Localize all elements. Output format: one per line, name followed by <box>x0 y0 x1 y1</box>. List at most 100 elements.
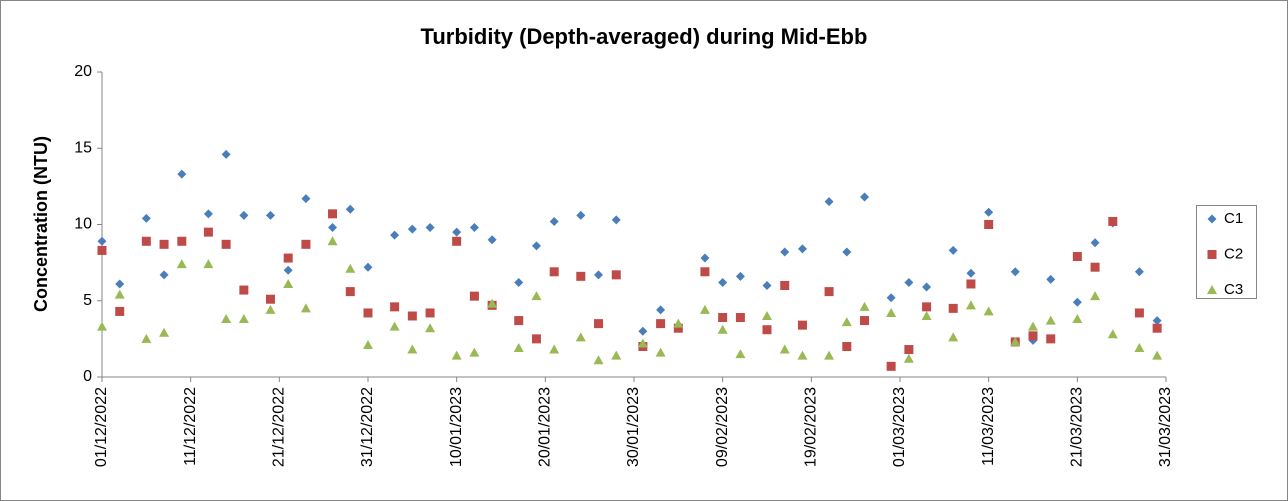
point <box>1152 350 1163 360</box>
point <box>797 244 807 254</box>
point <box>762 311 772 320</box>
point <box>514 316 524 326</box>
point <box>655 347 666 357</box>
point <box>363 308 373 318</box>
point <box>762 325 772 335</box>
point <box>1072 314 1083 324</box>
chart-title: Turbidity (Depth-averaged) during Mid-Eb… <box>421 24 868 49</box>
point <box>363 262 373 272</box>
point <box>203 227 213 237</box>
point <box>283 278 294 288</box>
point <box>593 355 604 365</box>
point <box>265 210 275 220</box>
legend-marker <box>1207 250 1217 259</box>
point <box>922 282 932 292</box>
point <box>948 245 958 255</box>
point <box>531 334 541 344</box>
point <box>824 350 835 360</box>
point <box>221 314 232 324</box>
point <box>718 277 728 287</box>
point <box>1028 331 1038 341</box>
point <box>717 324 728 334</box>
point <box>487 298 498 308</box>
point <box>177 236 187 246</box>
point <box>265 304 276 314</box>
point <box>611 215 621 225</box>
point <box>841 317 852 327</box>
point <box>921 311 932 320</box>
point <box>452 236 462 246</box>
point <box>221 149 231 159</box>
point <box>1107 329 1118 339</box>
point <box>407 311 417 321</box>
point <box>327 236 338 246</box>
point <box>638 326 648 336</box>
legend-label: C1 <box>1224 210 1243 227</box>
x-tick-label: 21/03/2023 <box>1069 387 1086 467</box>
point <box>780 281 790 290</box>
legend <box>1196 205 1257 299</box>
point <box>673 318 684 328</box>
legend-label: C3 <box>1224 281 1243 298</box>
point <box>594 319 604 329</box>
x-tick-label: 20/01/2023 <box>537 387 554 467</box>
point <box>159 270 169 280</box>
point <box>1134 308 1144 318</box>
point <box>469 347 480 357</box>
x-tick-label: 10/01/2023 <box>448 387 465 467</box>
point <box>948 332 959 342</box>
point <box>141 236 151 246</box>
point <box>1108 216 1118 226</box>
point <box>656 305 666 315</box>
x-tick-label: 11/12/2022 <box>182 387 199 466</box>
point <box>718 313 728 323</box>
point <box>300 303 311 313</box>
point <box>114 289 125 299</box>
point <box>301 239 311 249</box>
point <box>904 345 914 355</box>
x-tick-label: 21/12/2022 <box>271 387 288 467</box>
point <box>345 263 356 273</box>
x-tick-label: 31/03/2023 <box>1157 387 1174 467</box>
point <box>637 338 648 348</box>
point <box>576 210 586 220</box>
point <box>159 327 170 337</box>
point <box>1010 267 1020 277</box>
point <box>1046 274 1056 284</box>
point <box>176 259 187 269</box>
point <box>1090 291 1101 301</box>
point <box>469 223 479 233</box>
point <box>797 320 807 330</box>
point <box>328 209 338 219</box>
point <box>575 332 586 342</box>
point <box>886 361 896 371</box>
point <box>514 277 524 287</box>
x-tick-label: 31/12/2022 <box>359 387 376 467</box>
x-tick-label: 01/03/2023 <box>891 387 908 467</box>
point <box>860 316 870 326</box>
point <box>177 169 187 179</box>
point <box>390 302 400 312</box>
point <box>531 291 542 301</box>
point <box>265 294 275 304</box>
point <box>363 339 373 349</box>
point <box>115 306 125 316</box>
point <box>1046 334 1056 344</box>
point <box>656 319 666 329</box>
point <box>389 321 400 331</box>
point <box>904 277 914 287</box>
point <box>97 236 107 246</box>
y-tick-label: 15 <box>74 139 92 156</box>
point <box>203 209 213 219</box>
y-tick-label: 0 <box>83 368 92 385</box>
point <box>735 271 745 281</box>
legend-marker <box>1207 214 1217 224</box>
point <box>842 247 852 257</box>
point <box>984 220 994 229</box>
point <box>594 270 604 280</box>
point <box>141 213 151 223</box>
point <box>549 216 559 226</box>
point <box>301 194 311 204</box>
